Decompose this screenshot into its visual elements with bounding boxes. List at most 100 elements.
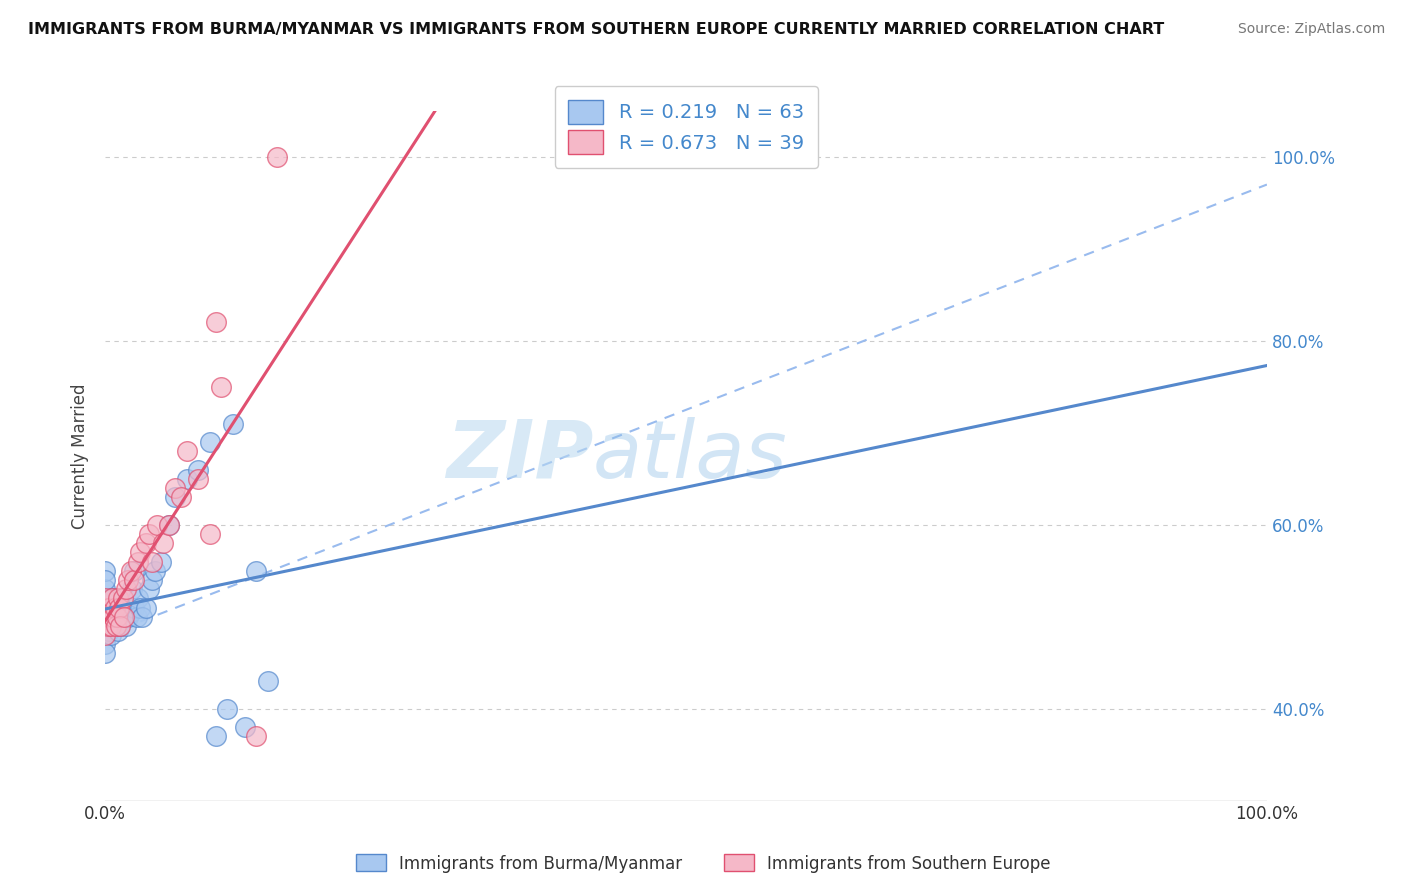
Point xyxy=(110,619,132,633)
Point xyxy=(98,619,121,633)
Point xyxy=(97,624,120,638)
Point xyxy=(122,600,145,615)
Point xyxy=(110,605,132,619)
Point xyxy=(94,609,117,624)
Point xyxy=(101,619,124,633)
Point xyxy=(104,619,127,633)
Point xyxy=(94,628,117,642)
Y-axis label: Currently Married: Currently Married xyxy=(72,383,89,529)
Point xyxy=(110,619,132,633)
Point xyxy=(187,462,209,476)
Point xyxy=(107,624,129,638)
Point xyxy=(115,582,138,596)
Point xyxy=(96,615,118,629)
Point xyxy=(198,435,221,450)
Legend: Immigrants from Burma/Myanmar, Immigrants from Southern Europe: Immigrants from Burma/Myanmar, Immigrant… xyxy=(349,847,1057,880)
Point xyxy=(141,573,163,587)
Point xyxy=(107,591,129,606)
Point xyxy=(120,564,142,578)
Point xyxy=(94,647,117,661)
Point xyxy=(103,605,125,619)
Legend: R = 0.219   N = 63, R = 0.673   N = 39: R = 0.219 N = 63, R = 0.673 N = 39 xyxy=(554,87,817,168)
Point xyxy=(98,600,121,615)
Point xyxy=(104,600,127,615)
Point xyxy=(163,490,186,504)
Point xyxy=(103,609,125,624)
Point xyxy=(127,591,149,606)
Point xyxy=(94,619,117,633)
Point xyxy=(233,720,256,734)
Point xyxy=(108,600,131,615)
Point xyxy=(266,150,288,164)
Point xyxy=(135,600,157,615)
Point xyxy=(114,596,136,610)
Point xyxy=(187,472,209,486)
Point xyxy=(103,600,125,615)
Point xyxy=(141,555,163,569)
Point xyxy=(217,701,239,715)
Point xyxy=(204,316,226,330)
Text: atlas: atlas xyxy=(593,417,787,495)
Point xyxy=(94,637,117,651)
Point xyxy=(100,591,122,606)
Point xyxy=(105,596,128,610)
Point xyxy=(176,472,198,486)
Point xyxy=(157,517,180,532)
Point xyxy=(97,600,120,615)
Point xyxy=(100,628,122,642)
Point xyxy=(94,564,117,578)
Point xyxy=(96,619,118,633)
Point xyxy=(94,591,117,606)
Point xyxy=(204,729,226,743)
Point xyxy=(94,628,117,642)
Point xyxy=(129,600,152,615)
Point xyxy=(198,527,221,541)
Point xyxy=(152,536,174,550)
Point xyxy=(101,600,124,615)
Point xyxy=(94,600,117,615)
Point xyxy=(94,600,117,615)
Point xyxy=(108,600,131,615)
Point xyxy=(157,517,180,532)
Point xyxy=(117,573,139,587)
Point xyxy=(245,564,267,578)
Point xyxy=(149,555,172,569)
Point xyxy=(146,517,169,532)
Point xyxy=(163,481,186,495)
Point xyxy=(104,619,127,633)
Point xyxy=(122,573,145,587)
Point xyxy=(112,609,135,624)
Point xyxy=(107,605,129,619)
Point xyxy=(94,609,117,624)
Point xyxy=(97,596,120,610)
Point xyxy=(105,609,128,624)
Point xyxy=(257,674,280,689)
Point xyxy=(94,573,117,587)
Point xyxy=(120,605,142,619)
Point xyxy=(135,536,157,550)
Point xyxy=(115,619,138,633)
Point xyxy=(111,591,134,606)
Point xyxy=(100,619,122,633)
Point xyxy=(138,527,160,541)
Point xyxy=(100,609,122,624)
Text: ZIP: ZIP xyxy=(446,417,593,495)
Point xyxy=(170,490,193,504)
Point xyxy=(131,609,153,624)
Point xyxy=(98,609,121,624)
Text: Source: ZipAtlas.com: Source: ZipAtlas.com xyxy=(1237,22,1385,37)
Point xyxy=(138,582,160,596)
Text: IMMIGRANTS FROM BURMA/MYANMAR VS IMMIGRANTS FROM SOUTHERN EUROPE CURRENTLY MARRI: IMMIGRANTS FROM BURMA/MYANMAR VS IMMIGRA… xyxy=(28,22,1164,37)
Point xyxy=(245,729,267,743)
Point xyxy=(117,605,139,619)
Point xyxy=(103,609,125,624)
Point xyxy=(105,609,128,624)
Point xyxy=(96,605,118,619)
Point xyxy=(112,609,135,624)
Point xyxy=(125,609,148,624)
Point xyxy=(121,582,143,596)
Point xyxy=(117,609,139,624)
Point xyxy=(111,600,134,615)
Point xyxy=(222,417,245,431)
Point xyxy=(209,380,232,394)
